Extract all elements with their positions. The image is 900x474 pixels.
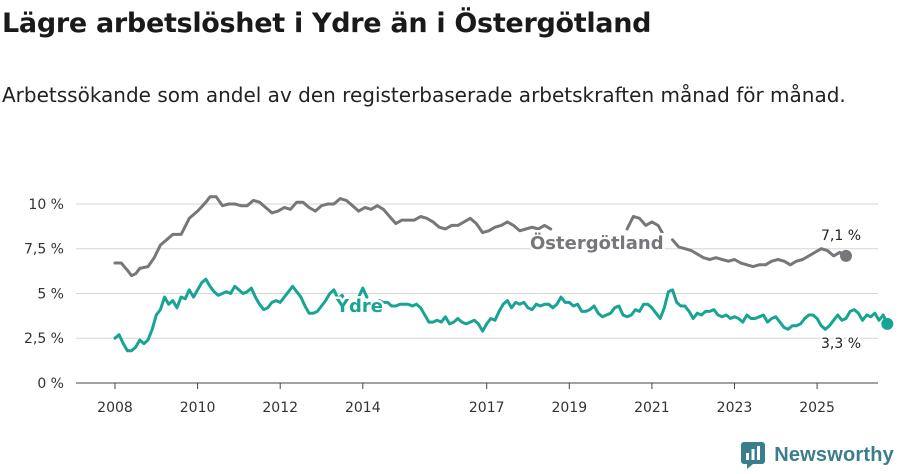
y-tick-label: 10 %: [28, 197, 64, 213]
end-value-label-ostergotland: 7,1 %: [821, 228, 861, 244]
series-label-ydre: Ydre: [335, 296, 383, 317]
x-tick-label: 2010: [180, 400, 216, 416]
y-tick-label: 5 %: [37, 286, 64, 302]
chart-title: Lägre arbetslöshet i Ydre än i Östergötl…: [2, 8, 652, 39]
x-tick-label: 2025: [799, 400, 835, 416]
x-tick-label: 2012: [262, 400, 298, 416]
x-tick-label: 2017: [469, 400, 505, 416]
y-tick-label: 0 %: [37, 376, 64, 392]
x-tick-label: 2023: [717, 400, 753, 416]
series-end-point: [840, 249, 853, 262]
newsworthy-logo: Newsworthy: [740, 441, 894, 469]
series-label-ostergotland: Östergötland: [530, 232, 664, 254]
brand-name: Newsworthy: [774, 443, 894, 466]
end-value-label-ydre: 3,3 %: [821, 336, 861, 352]
series-end-point: [881, 317, 894, 330]
series-line-ydre: [113, 277, 889, 353]
x-tick-label: 2008: [97, 400, 133, 416]
chart-subtitle: Arbetssökande som andel av den registerb…: [2, 83, 846, 107]
y-tick-label: 7,5 %: [24, 242, 64, 258]
x-tick-label: 2019: [551, 400, 587, 416]
y-tick-label: 2,5 %: [24, 331, 64, 347]
series-line-östergötland: [113, 195, 848, 278]
x-tick-label: 2014: [345, 400, 381, 416]
x-tick-label: 2021: [634, 400, 670, 416]
newsworthy-logo-icon: [741, 442, 766, 469]
